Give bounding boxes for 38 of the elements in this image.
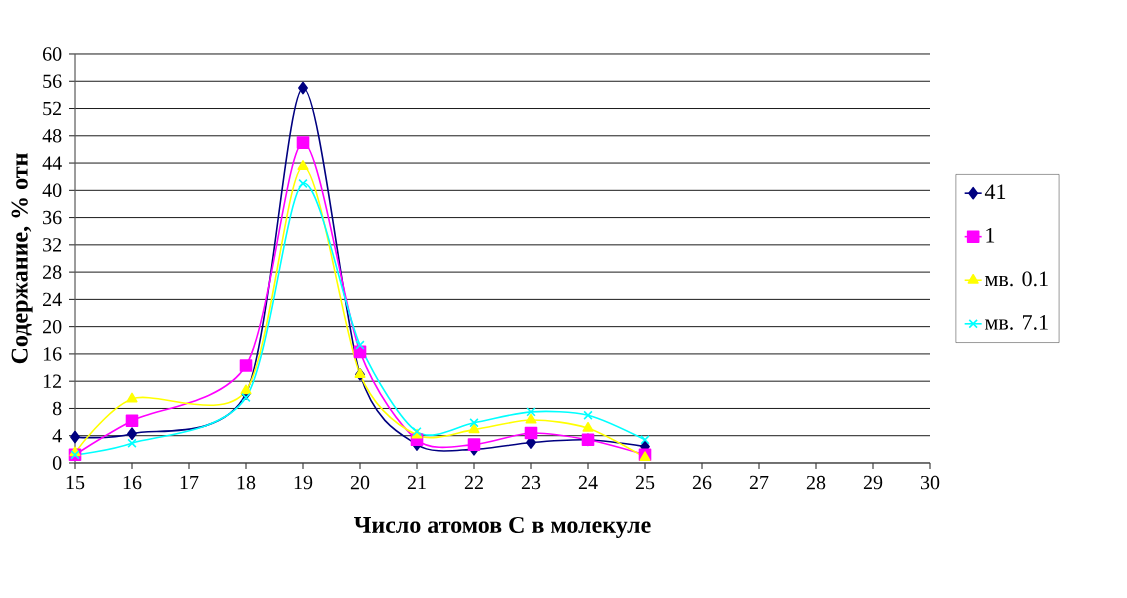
x-tick-label: 16: [123, 475, 142, 490]
y-tick-label: 60: [43, 47, 62, 61]
y-tick-label: 56: [43, 74, 62, 88]
y-tick-label: 48: [42, 129, 62, 143]
x-axis-title: Число атомов С в молекуле: [354, 516, 651, 538]
y-tick-label: 32: [43, 238, 62, 252]
x-tick-label: 22: [464, 475, 483, 490]
legend-label: 41: [984, 184, 1006, 199]
legend-label: мв. 7.1: [984, 315, 1048, 330]
y-axis-title: Содержание, % отн: [11, 153, 33, 364]
y-tick-label: 20: [43, 319, 62, 334]
y-tick-label: 4: [52, 429, 62, 443]
x-tick-label: 24: [578, 475, 598, 490]
x-tick-label: 20: [350, 475, 370, 490]
y-tick-label: 0: [52, 456, 62, 470]
x-tick-label: 19: [294, 475, 313, 490]
y-tick-label: 16: [43, 347, 62, 361]
x-tick-label: 28: [806, 475, 826, 490]
x-tick-label: 26: [692, 475, 712, 490]
y-tick-label: 24: [43, 292, 62, 307]
y-tick-label: 36: [43, 210, 62, 225]
y-tick-label: 28: [43, 265, 62, 279]
x-tick-label: 21: [407, 475, 426, 490]
y-tick-label: 52: [43, 101, 62, 116]
legend-label: мв. 0.1: [984, 271, 1048, 287]
x-tick-label: 30: [920, 475, 940, 490]
x-tick-label: 18: [237, 475, 256, 490]
x-tick-label: 17: [180, 475, 199, 490]
x-tick-label: 27: [749, 475, 769, 490]
x-tick-label: 15: [66, 475, 85, 490]
y-tick-label: 8: [52, 401, 62, 416]
y-tick-label: 12: [43, 374, 62, 388]
y-tick-label: 44: [42, 156, 62, 170]
y-tick-label: 40: [42, 183, 62, 198]
x-tick-label: 29: [863, 475, 883, 490]
x-tick-label: 23: [521, 475, 541, 490]
x-tick-label: 25: [635, 475, 655, 490]
legend-label: 1: [986, 227, 995, 243]
